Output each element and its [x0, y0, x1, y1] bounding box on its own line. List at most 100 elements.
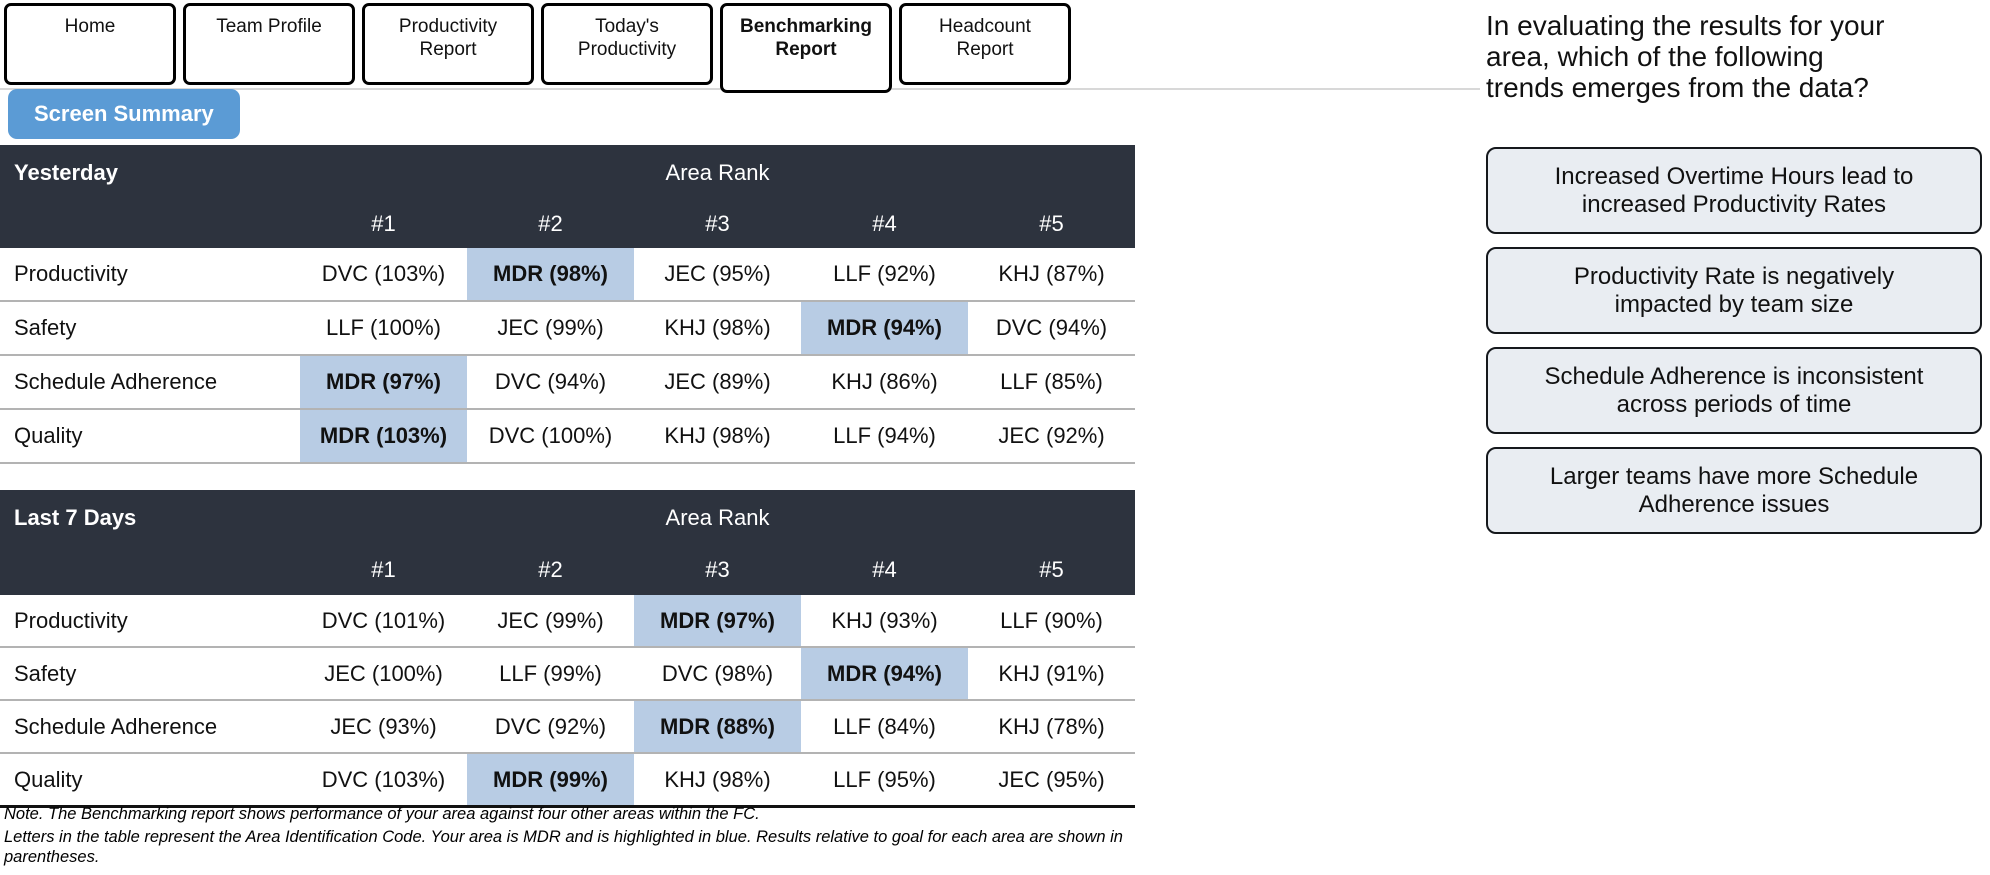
metric-label: Quality — [14, 423, 83, 448]
rank-header-3: #3 — [705, 211, 730, 236]
rank-header-1: #1 — [371, 211, 396, 236]
highlighted-area-cell-rank-4: MDR (94%) — [801, 302, 968, 354]
area-cell-rank-5: KHJ (87%) — [998, 261, 1105, 286]
table-row-quality: Quality MDR (103%) DVC (100%) KHJ (98%) LLF … — [0, 410, 1135, 464]
table-row-schedule-adherence: Schedule Adherence JEC (93%) DVC (92%) MDR … — [0, 701, 1135, 754]
rank-header-2: #2 — [538, 557, 563, 582]
tab-team-profile[interactable]: Team Profile — [183, 3, 355, 85]
tab-label: Benchmarking Report — [740, 16, 872, 60]
answer-option-label: Schedule Adherence is inconsistent acros… — [1544, 362, 1924, 418]
metric-label: Safety — [14, 315, 77, 340]
highlighted-area-cell-rank-3: MDR (97%) — [634, 595, 801, 646]
metric-label: Schedule Adherence — [14, 369, 218, 394]
highlighted-area-cell-rank-2: MDR (98%) — [467, 248, 634, 300]
tab-label: Home — [64, 16, 116, 37]
area-cell-rank-3: KHJ (98%) — [664, 766, 771, 792]
footnote: Note. The Benchmarking report shows perf… — [4, 804, 1154, 870]
area-cell-rank-3: JEC (95%) — [664, 261, 771, 286]
answer-option-label: Larger teams have more Schedule Adherenc… — [1549, 462, 1919, 518]
answer-options: Increased Overtime Hours lead to increas… — [1486, 147, 1982, 547]
table-row-productivity: Productivity DVC (101%) JEC (99%) MDR (97%)… — [0, 595, 1135, 648]
table-title: Yesterday — [14, 159, 118, 185]
metric-label: Productivity — [14, 261, 128, 286]
rank-header-4: #4 — [872, 211, 897, 236]
answer-option-label: Productivity Rate is negatively impacted… — [1573, 262, 1895, 318]
table-title: Last 7 Days — [14, 504, 137, 530]
area-cell-rank-4: LLF (95%) — [833, 766, 936, 792]
answer-option-2[interactable]: Productivity Rate is negatively impacted… — [1486, 247, 1982, 334]
area-cell-rank-3: DVC (98%) — [661, 660, 774, 686]
tab-label: Productivity Report — [398, 16, 498, 60]
rank-header-3: #3 — [705, 557, 730, 582]
question-text: In evaluating the results for your area, … — [1486, 10, 1982, 103]
area-cell-rank-3: KHJ (98%) — [664, 423, 771, 448]
area-cell-rank-2: DVC (100%) — [488, 423, 613, 448]
area-cell-rank-4: LLF (84%) — [833, 713, 936, 739]
table-row-productivity: Productivity DVC (103%) MDR (98%) JEC (95%)… — [0, 248, 1135, 302]
screen-summary-badge[interactable]: Screen Summary — [8, 89, 240, 139]
table-header-row-ranks: #1 #2 #3 #4 #5 — [0, 545, 1135, 595]
footnote-line-2: Letters in the table represent the Area … — [4, 827, 1123, 867]
tab-home[interactable]: Home — [4, 3, 176, 85]
area-cell-rank-1: JEC (100%) — [324, 660, 443, 686]
area-cell-rank-5: KHJ (91%) — [998, 660, 1105, 686]
table-header: Yesterday Area Rank #1 #2 #3 #4 #5 — [0, 145, 1135, 248]
table-header-row-ranks: #1 #2 #3 #4 #5 — [0, 200, 1135, 248]
area-cell-rank-4: KHJ (86%) — [831, 369, 938, 394]
rank-header-4: #4 — [872, 557, 897, 582]
rank-header-5: #5 — [1039, 211, 1064, 236]
area-cell-rank-4: LLF (94%) — [833, 423, 936, 448]
area-cell-rank-2: JEC (99%) — [497, 607, 604, 633]
highlighted-area-cell-rank-1: MDR (97%) — [300, 356, 467, 408]
area-cell-rank-5: DVC (94%) — [995, 315, 1108, 340]
tab-today-s-productivity[interactable]: Today's Productivity — [541, 3, 713, 85]
answer-option-1[interactable]: Increased Overtime Hours lead to increas… — [1486, 147, 1982, 234]
highlighted-area-cell-rank-2: MDR (99%) — [467, 754, 634, 805]
table-row-safety: Safety JEC (100%) LLF (99%) DVC (98%) MDR (9… — [0, 648, 1135, 701]
tab-label: Headcount Report — [939, 16, 1031, 60]
area-cell-rank-2: DVC (92%) — [494, 713, 607, 739]
area-cell-rank-2: JEC (99%) — [497, 315, 604, 340]
tab-headcount-report[interactable]: Headcount Report — [899, 3, 1071, 85]
area-cell-rank-3: JEC (89%) — [664, 369, 771, 394]
highlighted-area-cell-rank-4: MDR (94%) — [801, 648, 968, 699]
table-row-quality: Quality DVC (103%) MDR (99%) KHJ (98%) LLF (… — [0, 754, 1135, 805]
area-cell-rank-1: LLF (100%) — [326, 315, 441, 340]
highlighted-area-cell-rank-3: MDR (88%) — [634, 701, 801, 752]
area-cell-rank-4: KHJ (93%) — [831, 607, 938, 633]
area-cell-rank-1: DVC (101%) — [321, 607, 446, 633]
area-cell-rank-2: LLF (99%) — [499, 660, 602, 686]
area-cell-rank-1: DVC (103%) — [321, 261, 446, 286]
area-cell-rank-2: DVC (94%) — [494, 369, 607, 394]
rank-header-1: #1 — [371, 557, 396, 582]
area-cell-rank-4: LLF (92%) — [833, 261, 936, 286]
tab-productivity-report[interactable]: Productivity Report — [362, 3, 534, 85]
tab-label: Team Profile — [216, 16, 322, 37]
highlighted-area-cell-rank-1: MDR (103%) — [300, 410, 467, 462]
area-cell-rank-5: JEC (95%) — [998, 766, 1105, 792]
area-cell-rank-3: KHJ (98%) — [664, 315, 771, 340]
metric-label: Safety — [14, 660, 77, 686]
question-line-2: area, which of the following — [1486, 41, 1824, 72]
table-header: Last 7 Days Area Rank #1 #2 #3 #4 #5 — [0, 490, 1135, 595]
metric-label: Schedule Adherence — [14, 713, 218, 739]
area-cell-rank-1: DVC (103%) — [321, 766, 446, 792]
answer-option-4[interactable]: Larger teams have more Schedule Adherenc… — [1486, 447, 1982, 534]
table-header-row-title: Yesterday Area Rank — [0, 145, 1135, 200]
area-rank-label: Area Rank — [665, 159, 770, 185]
metric-label: Productivity — [14, 607, 128, 633]
answer-option-3[interactable]: Schedule Adherence is inconsistent acros… — [1486, 347, 1982, 434]
question-panel: In evaluating the results for your area, … — [1486, 10, 1982, 870]
table-header-row-title: Last 7 Days Area Rank — [0, 490, 1135, 545]
last-7-days-table: Last 7 Days Area Rank #1 #2 #3 #4 #5 Productivi… — [0, 490, 1135, 808]
rank-header-2: #2 — [538, 211, 563, 236]
metric-label: Quality — [14, 766, 83, 792]
question-line-1: In evaluating the results for your — [1486, 10, 1885, 41]
area-rank-label: Area Rank — [665, 504, 770, 530]
tab-benchmarking-report[interactable]: Benchmarking Report — [720, 3, 892, 93]
answer-option-label: Increased Overtime Hours lead to increas… — [1554, 162, 1914, 218]
area-cell-rank-5: LLF (85%) — [1000, 369, 1103, 394]
question-line-3: trends emerges from the data? — [1486, 72, 1869, 103]
area-cell-rank-5: JEC (92%) — [998, 423, 1105, 448]
